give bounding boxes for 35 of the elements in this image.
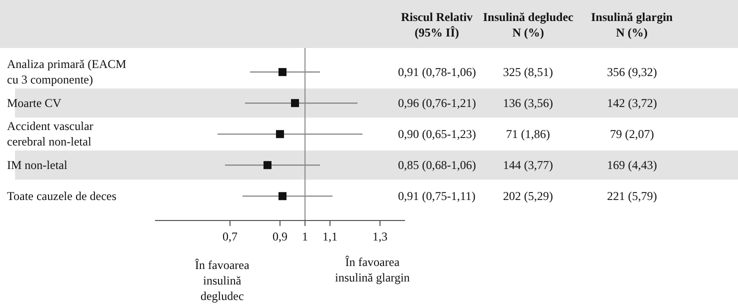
text: 79 (2,07) xyxy=(610,127,654,141)
text: 169 (4,43) xyxy=(607,158,657,172)
text: Riscul Relativ (95% IÎ) xyxy=(401,10,473,40)
y-tick-label: Moarte CV xyxy=(7,96,62,110)
y-tick-label: Toate cauzele de deces xyxy=(7,189,117,203)
data-label: 0,91 (0,78-1,06) xyxy=(398,65,476,79)
text: Insulină glargin N (%) xyxy=(591,10,674,40)
text: 142 (3,72) xyxy=(607,96,657,110)
y-tick-label: Accident vascular cerebral non-letal xyxy=(7,119,94,149)
data-label: 0,85 (0,68-1,06) xyxy=(398,158,476,172)
text: 144 (3,77) xyxy=(503,158,553,172)
text: 356 (9,32) xyxy=(607,65,657,79)
point xyxy=(264,161,272,170)
text: 71 (1,86) xyxy=(506,127,550,141)
point xyxy=(278,68,286,76)
data-label: 0,91 (0,75-1,11) xyxy=(398,189,476,203)
text: 136 (3,56) xyxy=(503,96,553,110)
text: 221 (5,79) xyxy=(607,189,657,203)
x-tick-label: 1,3 xyxy=(372,229,388,244)
text: În favoarea insulină degludec xyxy=(195,258,250,304)
point xyxy=(291,99,299,108)
text: În favoarea insulină glargin xyxy=(335,255,410,285)
x-tick-label: 0,7 xyxy=(222,229,238,244)
data-label: 0,90 (0,65-1,23) xyxy=(398,127,476,141)
text: 325 (8,51) xyxy=(503,65,553,79)
y-tick-label: IM non-letal xyxy=(7,158,68,172)
x-tick-label: 1 xyxy=(302,229,308,244)
y-tick-label: Analiza primară (EACM cu 3 componente) xyxy=(7,57,127,87)
data-label: 0,96 (0,76-1,21) xyxy=(398,96,476,110)
point xyxy=(276,130,284,138)
text: 202 (5,29) xyxy=(503,189,553,203)
x-tick-label: 0,9 xyxy=(272,229,288,244)
text: Insulină degludec N (%) xyxy=(483,10,574,40)
point xyxy=(278,192,286,200)
x-tick-label: 1,1 xyxy=(322,229,338,244)
